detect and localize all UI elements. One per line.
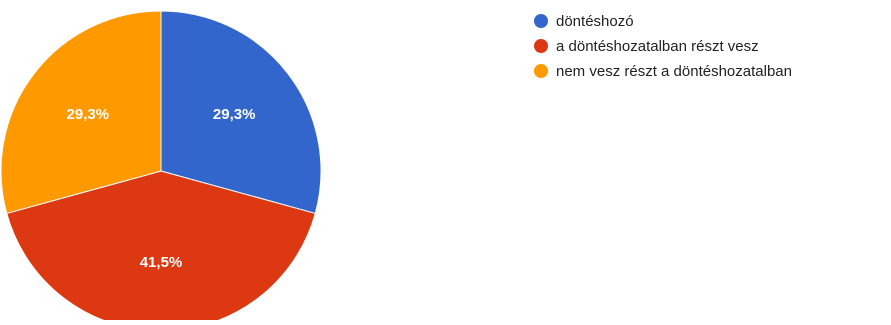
legend-swatch (534, 64, 548, 78)
pie-slice-reszt-vesz[interactable] (6, 170, 316, 325)
legend-label: nem vesz részt a döntéshozatalban (556, 62, 792, 80)
slice-label-nem-vesz-reszt: 29,3% (67, 106, 110, 123)
legend: döntéshozó a döntéshozatalban részt vesz… (534, 10, 792, 85)
legend-item-reszt-vesz[interactable]: a döntéshozatalban részt vesz (534, 35, 792, 57)
pie-slice-donteshozo[interactable] (160, 10, 322, 215)
legend-label: döntéshozó (556, 12, 634, 30)
pie-slice-nem-vesz-reszt[interactable] (0, 10, 162, 215)
legend-swatch (534, 14, 548, 28)
slice-label-donteshozo: 29,3% (213, 106, 256, 123)
legend-label: a döntéshozatalban részt vesz (556, 37, 759, 55)
legend-item-nem-vesz-reszt[interactable]: nem vesz részt a döntéshozatalban (534, 60, 792, 82)
legend-swatch (534, 39, 548, 53)
legend-item-donteshozo[interactable]: döntéshozó (534, 10, 792, 32)
slice-label-reszt-vesz: 41,5% (140, 254, 183, 271)
